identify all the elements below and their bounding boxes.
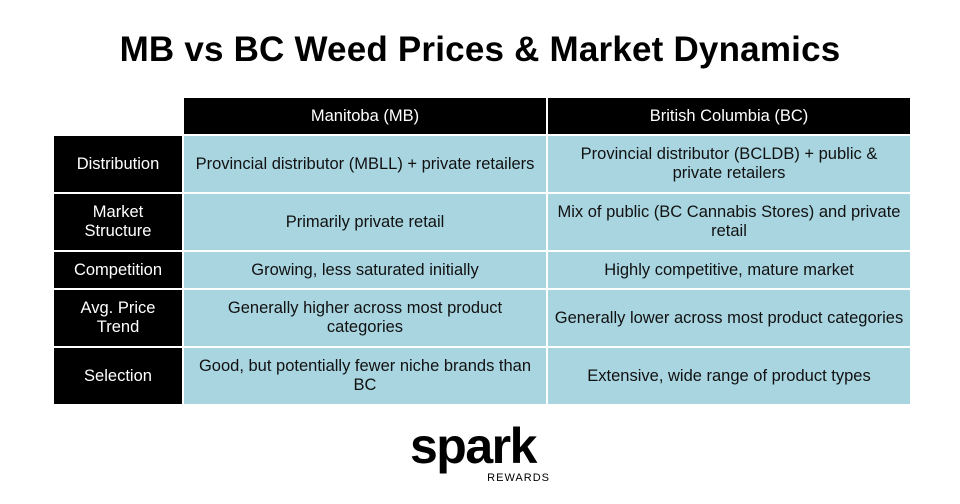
logo: spark REWARDS [410, 418, 550, 484]
table-row: Selection Good, but potentially fewer nic… [54, 348, 910, 404]
header-row: Manitoba (MB) British Columbia (BC) [54, 98, 910, 134]
row-label: Market Structure [54, 194, 182, 250]
table-row: Competition Growing, less saturated initi… [54, 252, 910, 288]
table-cell: Provincial distributor (BCLDB) + public … [548, 136, 910, 192]
table-cell: Growing, less saturated initially [184, 252, 546, 288]
table-cell: Provincial distributor (MBLL) + private … [184, 136, 546, 192]
table-cell: Extensive, wide range of product types [548, 348, 910, 404]
table-cell: Generally lower across most product cate… [548, 290, 910, 346]
logo-name: spark [410, 418, 537, 474]
table-cell: Highly competitive, mature market [548, 252, 910, 288]
row-label: Distribution [54, 136, 182, 192]
table-cell: Mix of public (BC Cannabis Stores) and p… [548, 194, 910, 250]
table-row: Market Structure Primarily private retail… [54, 194, 910, 250]
column-header: British Columbia (BC) [548, 98, 910, 134]
table-body: Distribution Provincial distributor (MBLL… [54, 136, 910, 404]
title: MB vs BC Weed Prices & Market Dynamics [119, 30, 841, 69]
row-label: Competition [54, 252, 182, 288]
table-cell: Primarily private retail [184, 194, 546, 250]
table-cell: Generally higher across most product cat… [184, 290, 546, 346]
row-label: Selection [54, 348, 182, 404]
row-label: Avg. Price Trend [54, 290, 182, 346]
column-header: Manitoba (MB) [184, 98, 546, 134]
table-row: Distribution Provincial distributor (MBLL… [54, 136, 910, 192]
table-row: Avg. Price Trend Generally higher across … [54, 290, 910, 346]
corner-cell [54, 98, 182, 134]
table-cell: Good, but potentially fewer niche brands… [184, 348, 546, 404]
logo-tagline: REWARDS [487, 472, 550, 484]
comparison-table: Manitoba (MB) British Columbia (BC) Distr… [52, 96, 912, 406]
